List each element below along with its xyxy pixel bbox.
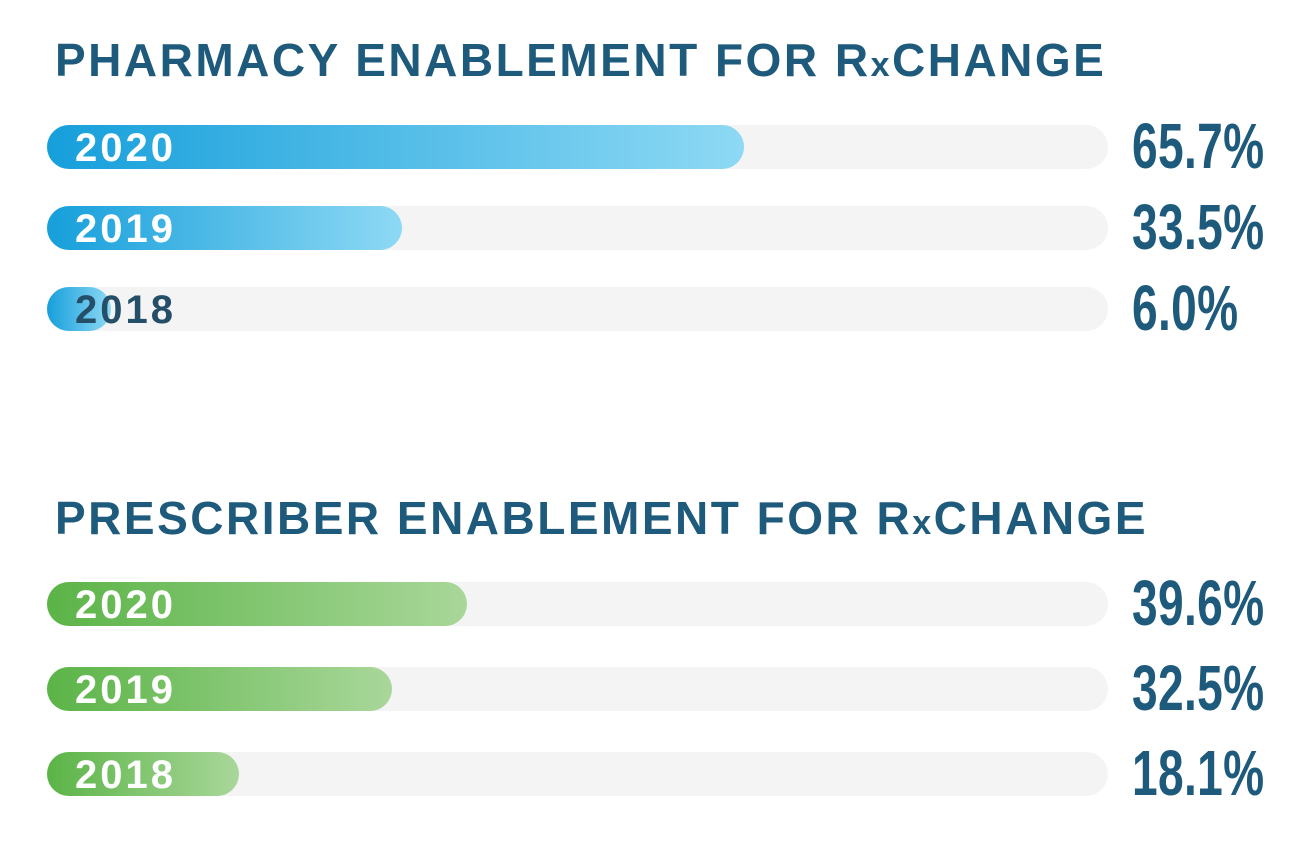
year-label: 2019: [75, 668, 176, 712]
value-label: 6.0%: [1132, 272, 1239, 344]
pharmacy-chart-title: PHARMACY ENABLEMENT FOR RxCHANGE: [55, 33, 1106, 87]
bar-fill-prescriber-2019: [47, 667, 392, 711]
bar-fill-prescriber-2018: [47, 752, 240, 796]
title-text-post: CHANGE: [892, 34, 1107, 86]
bar-track: 2020: [47, 582, 1108, 627]
bar-track: 2018: [47, 287, 1108, 332]
year-label: 2018: [75, 753, 176, 797]
bar-fill-pharmacy-2018: [47, 287, 111, 331]
bar-fill-pharmacy-2020: [47, 125, 745, 169]
bar-fill-pharmacy-2019: [47, 206, 403, 250]
prescriber-row-2020: 2020 39.6%: [0, 567, 1314, 639]
year-label: 2020: [75, 126, 176, 170]
year-label: 2019: [75, 207, 176, 251]
title-text-post: CHANGE: [933, 492, 1148, 544]
value-label: 65.7%: [1132, 110, 1265, 182]
prescriber-row-2018: 2018 18.1%: [0, 737, 1314, 809]
value-label: 39.6%: [1132, 567, 1265, 639]
title-text-pre: PHARMACY ENABLEMENT FOR R: [55, 34, 871, 86]
bar-fill-prescriber-2020: [47, 582, 468, 626]
bar-track: 2020: [47, 125, 1108, 170]
year-label: 2020: [75, 583, 176, 627]
prescriber-chart-title: PRESCRIBER ENABLEMENT FOR RxCHANGE: [55, 491, 1148, 545]
pharmacy-row-2018: 2018 6.0%: [0, 272, 1314, 344]
pharmacy-row-2020: 2020 65.7%: [0, 110, 1314, 182]
title-text-small-x: x: [912, 504, 934, 542]
value-label: 18.1%: [1132, 737, 1265, 809]
pharmacy-row-2019: 2019 33.5%: [0, 191, 1314, 263]
year-label: 2018: [75, 288, 176, 332]
value-label: 33.5%: [1132, 191, 1265, 263]
bar-track: 2019: [47, 206, 1108, 251]
title-text-pre: PRESCRIBER ENABLEMENT FOR R: [55, 492, 913, 544]
value-label: 32.5%: [1132, 652, 1265, 724]
title-text-small-x: x: [870, 46, 892, 84]
prescriber-row-2019: 2019 32.5%: [0, 652, 1314, 724]
bar-track: 2019: [47, 667, 1108, 712]
bar-track: 2018: [47, 752, 1108, 797]
